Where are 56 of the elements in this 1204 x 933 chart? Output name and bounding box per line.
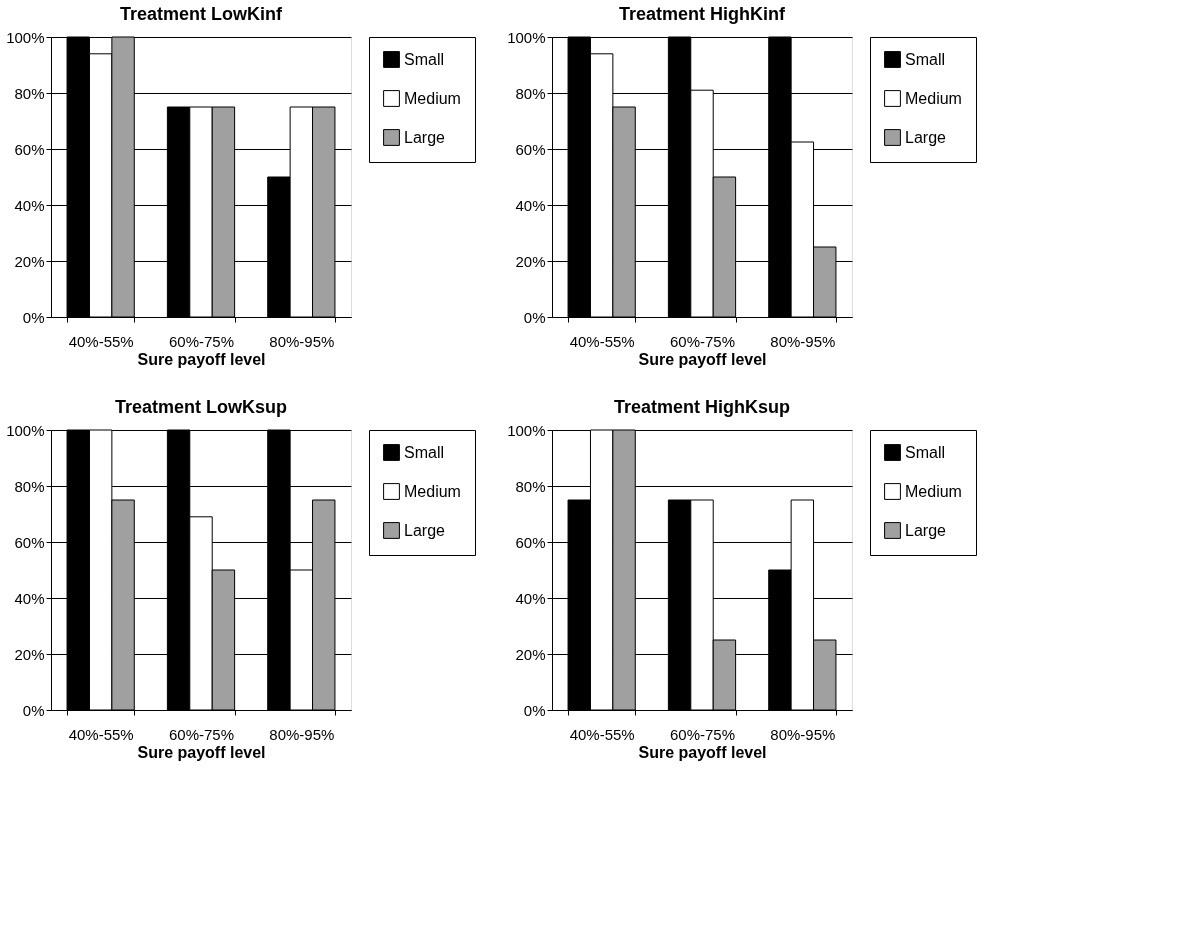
x-tick-label: 40%-55%	[569, 332, 635, 350]
chart-title: Treatment LowKsup	[114, 397, 288, 417]
legend-label: Small	[404, 50, 445, 68]
y-tick-label: 100%	[6, 28, 45, 46]
x-tick-label: 60%-75%	[168, 332, 235, 350]
y-tick-label: 0%	[523, 308, 546, 326]
legend-label: Large	[905, 128, 947, 146]
legend-label: Medium	[404, 482, 461, 500]
x-tick-label: 40%-55%	[68, 725, 134, 743]
y-tick-label: 0%	[22, 701, 45, 719]
legend-label: Small	[905, 50, 946, 68]
x-tick-label: 80%-95%	[269, 332, 335, 350]
x-axis-title: Sure payoff level	[638, 350, 767, 368]
y-tick-label: 20%	[515, 252, 546, 270]
y-tick-label: 80%	[14, 477, 45, 495]
x-tick-label: 60%-75%	[669, 725, 736, 743]
legend-label: Small	[905, 443, 946, 461]
x-tick-label: 40%-55%	[68, 332, 134, 350]
chart-title: Treatment HighKinf	[618, 4, 787, 24]
y-tick-label: 40%	[515, 196, 546, 214]
y-tick-label: 100%	[6, 421, 45, 439]
y-tick-label: 80%	[515, 84, 546, 102]
y-tick-label: 100%	[507, 421, 546, 439]
y-tick-label: 60%	[14, 140, 45, 158]
legend-label: Medium	[905, 482, 962, 500]
x-tick-label: 60%-75%	[168, 725, 235, 743]
y-tick-label: 20%	[14, 252, 45, 270]
y-tick-label: 40%	[14, 196, 45, 214]
y-tick-label: 0%	[523, 701, 546, 719]
y-tick-label: 20%	[14, 645, 45, 663]
x-tick-label: 80%-95%	[770, 332, 836, 350]
y-tick-label: 60%	[515, 533, 546, 551]
legend-label: Medium	[905, 89, 962, 107]
legend-label: Small	[404, 443, 445, 461]
x-axis-title: Sure payoff level	[137, 743, 266, 761]
y-tick-label: 80%	[515, 477, 546, 495]
chart-title: Treatment HighKsup	[613, 397, 791, 417]
y-tick-label: 40%	[515, 589, 546, 607]
x-axis-title: Sure payoff level	[137, 350, 266, 368]
y-tick-label: 60%	[14, 533, 45, 551]
x-axis-title: Sure payoff level	[638, 743, 767, 761]
legend-label: Large	[404, 521, 446, 539]
x-tick-label: 60%-75%	[669, 332, 736, 350]
y-tick-label: 60%	[515, 140, 546, 158]
chart-title: Treatment LowKinf	[119, 4, 284, 24]
x-tick-label: 80%-95%	[269, 725, 335, 743]
x-tick-label: 40%-55%	[569, 725, 635, 743]
y-tick-label: 40%	[14, 589, 45, 607]
y-tick-label: 80%	[14, 84, 45, 102]
legend-label: Large	[404, 128, 446, 146]
legend-label: Large	[905, 521, 947, 539]
legend-label: Medium	[404, 89, 461, 107]
x-tick-label: 80%-95%	[770, 725, 836, 743]
y-tick-label: 100%	[507, 28, 546, 46]
y-tick-label: 0%	[22, 308, 45, 326]
y-tick-label: 20%	[515, 645, 546, 663]
